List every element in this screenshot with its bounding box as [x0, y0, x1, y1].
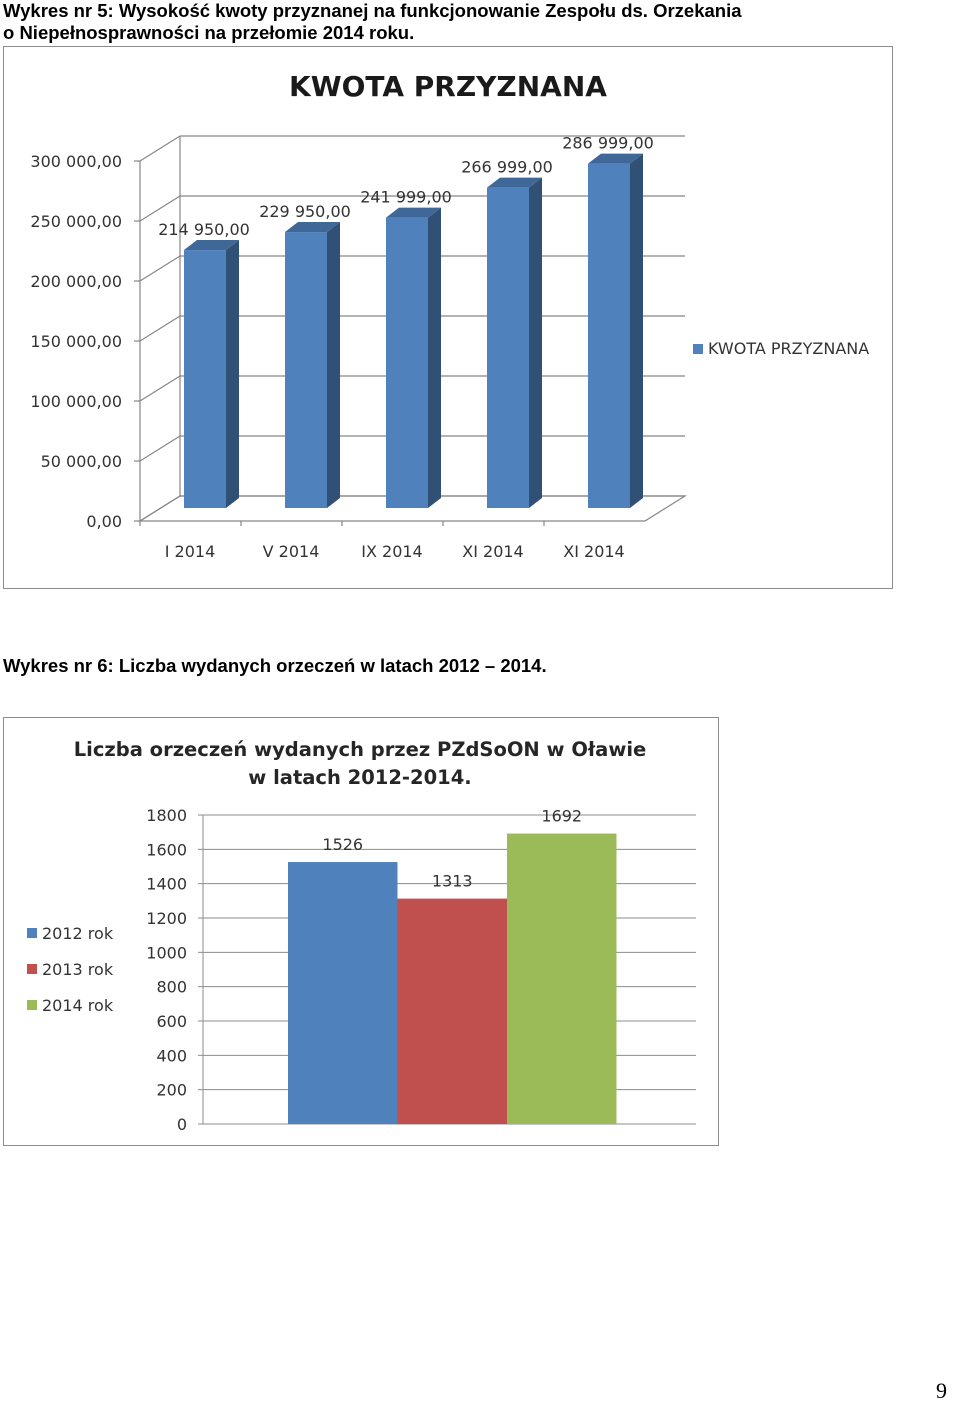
bar-side — [529, 177, 542, 508]
chart-title: KWOTA PRZYZNANA — [289, 70, 607, 103]
data-label: 286 999,00 — [562, 134, 654, 153]
data-label: 266 999,00 — [461, 158, 553, 177]
side-wall-gridline — [139, 315, 181, 342]
side-wall-gridline — [139, 135, 181, 162]
bar — [397, 898, 507, 1124]
amount-chart: KWOTA PRZYZNANA 0,00 50 000,00 100 000,00 15… — [3, 46, 893, 589]
bar — [285, 232, 327, 508]
x-tick-label: XI 2014 — [563, 542, 624, 561]
y-tick-label: 400 — [156, 1046, 187, 1065]
bar — [588, 163, 630, 508]
x-tick-label: XI 2014 — [462, 542, 523, 561]
bar-side — [226, 240, 239, 508]
side-wall-gridline — [139, 435, 181, 462]
bar-side — [630, 153, 643, 508]
legend-swatch — [27, 1000, 37, 1010]
y-tick-label: 1000 — [146, 943, 187, 962]
data-label: 1526 — [322, 835, 363, 854]
chart5-caption-line1: Wykres nr 5: Wysokość kwoty przyznanej n… — [3, 0, 742, 21]
page-number: 9 — [936, 1378, 947, 1403]
y-tick-label: 50 000,00 — [41, 452, 122, 471]
y-tick-label: 1600 — [146, 840, 187, 859]
data-label: 241 999,00 — [360, 188, 452, 207]
y-tick-label: 1200 — [146, 909, 187, 928]
bar — [487, 187, 529, 508]
legend-label: 2013 rok — [42, 960, 114, 979]
decisions-chart-svg: Liczba orzeczeń wydanych przez PZdSoON w… — [27, 738, 696, 1134]
y-tick-label: 250 000,00 — [30, 212, 122, 231]
y-tick-label: 200 — [156, 1081, 187, 1100]
bar-top — [184, 240, 239, 251]
y-tick-label: 0 — [177, 1115, 187, 1134]
side-wall-gridline — [139, 195, 181, 222]
bar — [288, 862, 398, 1124]
y-tick-label: 800 — [156, 978, 187, 997]
y-tick-label: 1400 — [146, 875, 187, 894]
side-wall-gridline — [139, 375, 181, 402]
y-tick-label: 300 000,00 — [30, 152, 122, 171]
decisions-chart: Liczba orzeczeń wydanych przez PZdSoON w… — [3, 717, 719, 1146]
amount-chart-svg: KWOTA PRZYZNANA 0,00 50 000,00 100 000,00 15… — [30, 70, 869, 561]
chart5-caption-line2: o Niepełnosprawności na przełomie 2014 r… — [3, 22, 415, 43]
y-tick-label: 1800 — [146, 806, 187, 825]
legend-label: 2012 rok — [42, 924, 114, 943]
data-label: 1692 — [541, 807, 582, 826]
chart6-caption: Wykres nr 6: Liczba wydanych orzeczeń w … — [3, 655, 547, 676]
data-label: 1313 — [432, 872, 473, 891]
legend-label: KWOTA PRZYZNANA — [708, 339, 869, 358]
y-tick-label: 600 — [156, 1012, 187, 1031]
bar-side — [327, 222, 340, 508]
data-label: 214 950,00 — [158, 220, 250, 239]
legend-label: 2014 rok — [42, 996, 114, 1015]
bar-top — [285, 222, 340, 233]
side-wall-gridline — [139, 255, 181, 282]
y-tick-label: 0,00 — [86, 512, 122, 531]
chart-title-line1: Liczba orzeczeń wydanych przez PZdSoON w… — [74, 738, 647, 761]
data-label: 229 950,00 — [259, 202, 351, 221]
y-tick-label: 200 000,00 — [30, 272, 122, 291]
bar-top — [386, 207, 441, 218]
chart-title-line2: w latach 2012-2014. — [248, 766, 471, 789]
bar — [507, 833, 617, 1124]
legend-swatch — [27, 928, 37, 938]
bar — [386, 217, 428, 508]
bar-top — [588, 153, 643, 164]
bar — [184, 250, 226, 508]
y-tick-label: 100 000,00 — [30, 392, 122, 411]
bar-side — [428, 207, 441, 508]
x-tick-label: I 2014 — [165, 542, 216, 561]
x-tick-label: IX 2014 — [361, 542, 422, 561]
y-tick-label: 150 000,00 — [30, 332, 122, 351]
legend-swatch — [27, 964, 37, 974]
floor — [137, 495, 688, 522]
x-tick-label: V 2014 — [263, 542, 320, 561]
bar-top — [487, 177, 542, 188]
legend-swatch — [693, 344, 703, 354]
